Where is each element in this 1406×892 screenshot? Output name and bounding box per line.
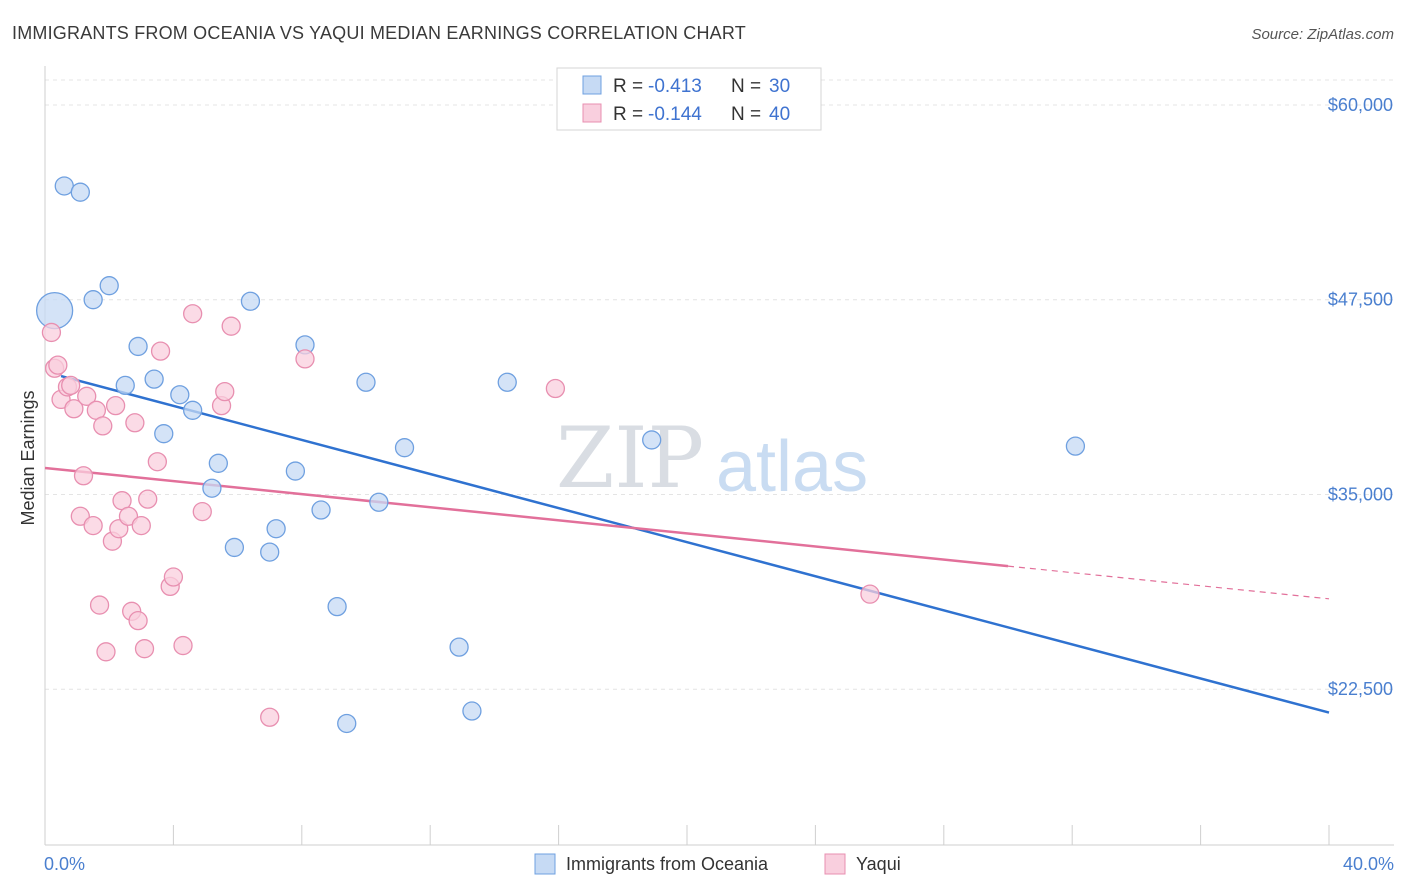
y-tick-labels: $60,000 $47,500 $35,000 $22,500 — [1328, 95, 1393, 699]
watermark-atlas: atlas — [716, 427, 868, 507]
point-yaqui-25 — [138, 489, 158, 509]
x-tick-label-min: 0.0% — [44, 854, 85, 874]
series-legend-swatch-oceania — [534, 853, 556, 875]
point-oceania-7 — [144, 369, 164, 389]
watermark: ZIP atlas — [556, 409, 868, 507]
point-yaqui-38 — [545, 378, 566, 399]
legend-n-label-yaqui: N = — [731, 104, 761, 125]
point-yaqui-30 — [173, 635, 193, 656]
series-legend-label-oceania: Immigrants from Oceania — [566, 854, 769, 874]
point-yaqui-36 — [260, 707, 280, 727]
point-oceania-17 — [285, 461, 306, 481]
legend-r-value-oceania: -0.413 — [648, 76, 702, 97]
point-yaqui-2 — [48, 355, 68, 375]
point-oceania-6 — [128, 336, 148, 357]
point-oceania-26 — [462, 701, 482, 721]
point-oceania-10 — [183, 400, 203, 420]
point-oceania-24 — [394, 438, 415, 458]
point-yaqui-29 — [163, 567, 184, 587]
point-oceania-20 — [327, 596, 347, 617]
point-oceania-8 — [154, 424, 174, 444]
trend-line-0 — [60, 374, 1330, 714]
legend-r-value-yaqui: -0.144 — [648, 104, 702, 125]
point-yaqui-22 — [128, 610, 148, 631]
chart-title: IMMIGRANTS FROM OCEANIA VS YAQUI MEDIAN … — [12, 23, 746, 43]
series-legend-swatch-yaqui — [824, 853, 846, 875]
point-yaqui-13 — [93, 416, 113, 436]
gridlines — [45, 79, 1394, 690]
chart-source: Source: ZipAtlas.com — [1251, 26, 1394, 43]
legend-n-value-oceania: 30 — [769, 76, 790, 97]
point-yaqui-24 — [134, 639, 155, 659]
y-tick-label-0: $60,000 — [1328, 95, 1393, 115]
point-oceania-4 — [99, 276, 119, 296]
point-oceania-13 — [224, 537, 245, 558]
point-yaqui-27 — [150, 341, 171, 361]
y-tick-label-2: $35,000 — [1328, 484, 1393, 504]
point-yaqui-10 — [83, 515, 103, 536]
point-yaqui-32 — [192, 501, 212, 522]
point-oceania-19 — [311, 500, 331, 520]
point-yaqui-9 — [77, 386, 97, 406]
point-yaqui-35 — [221, 316, 241, 336]
point-yaqui-37 — [295, 349, 315, 369]
point-oceania-29 — [1065, 436, 1086, 456]
point-yaqui-21 — [125, 413, 145, 433]
legend-swatch-yaqui — [582, 103, 602, 123]
point-oceania-9 — [170, 385, 190, 405]
point-yaqui-12 — [89, 595, 110, 615]
x-ticks — [44, 825, 1330, 845]
watermark-zip: ZIP — [556, 409, 704, 507]
point-oceania-23 — [369, 492, 389, 512]
point-yaqui-26 — [147, 452, 168, 472]
stats-legend: R = -0.413 N = 30 R = -0.144 N = 40 — [556, 67, 822, 131]
point-yaqui-14 — [96, 642, 116, 662]
point-oceania-27 — [497, 372, 517, 392]
series-legend-label-yaqui: Yaqui — [856, 854, 901, 874]
point-oceania-21 — [337, 713, 357, 734]
point-yaqui-34 — [215, 381, 235, 402]
legend-swatch-oceania — [582, 75, 602, 95]
legend-r-label-oceania: R = — [613, 76, 643, 97]
axes — [44, 66, 1394, 846]
y-tick-label-1: $47,500 — [1328, 290, 1393, 310]
point-oceania-28 — [642, 430, 662, 450]
point-oceania-12 — [208, 453, 228, 473]
data-points — [35, 176, 1086, 734]
point-yaqui-5 — [61, 375, 81, 396]
trend-line-1-extension — [1007, 565, 1330, 600]
y-axis-label: Median Earnings — [18, 390, 38, 525]
point-yaqui-39 — [860, 584, 880, 604]
point-oceania-3 — [83, 290, 103, 310]
point-yaqui-7 — [73, 466, 94, 486]
point-oceania-5 — [115, 375, 135, 396]
point-oceania-22 — [356, 372, 376, 392]
point-yaqui-23 — [131, 515, 151, 536]
point-yaqui-6 — [64, 399, 84, 419]
point-oceania-1 — [54, 176, 74, 196]
point-yaqui-16 — [105, 395, 126, 416]
series-legend: Immigrants from Oceania Yaqui — [534, 853, 901, 875]
point-oceania-11 — [202, 478, 222, 498]
legend-n-label-oceania: N = — [731, 76, 761, 97]
point-oceania-25 — [449, 637, 469, 657]
point-oceania-2 — [70, 182, 90, 202]
point-oceania-15 — [260, 542, 280, 562]
point-yaqui-31 — [183, 304, 203, 324]
point-oceania-14 — [240, 291, 261, 311]
x-tick-label-max: 40.0% — [1343, 854, 1394, 874]
point-oceania-0 — [35, 291, 74, 330]
y-tick-label-3: $22,500 — [1328, 679, 1393, 699]
point-oceania-16 — [266, 519, 286, 539]
legend-r-label-yaqui: R = — [613, 104, 643, 125]
legend-n-value-yaqui: 40 — [769, 104, 790, 125]
point-yaqui-0 — [41, 322, 62, 343]
